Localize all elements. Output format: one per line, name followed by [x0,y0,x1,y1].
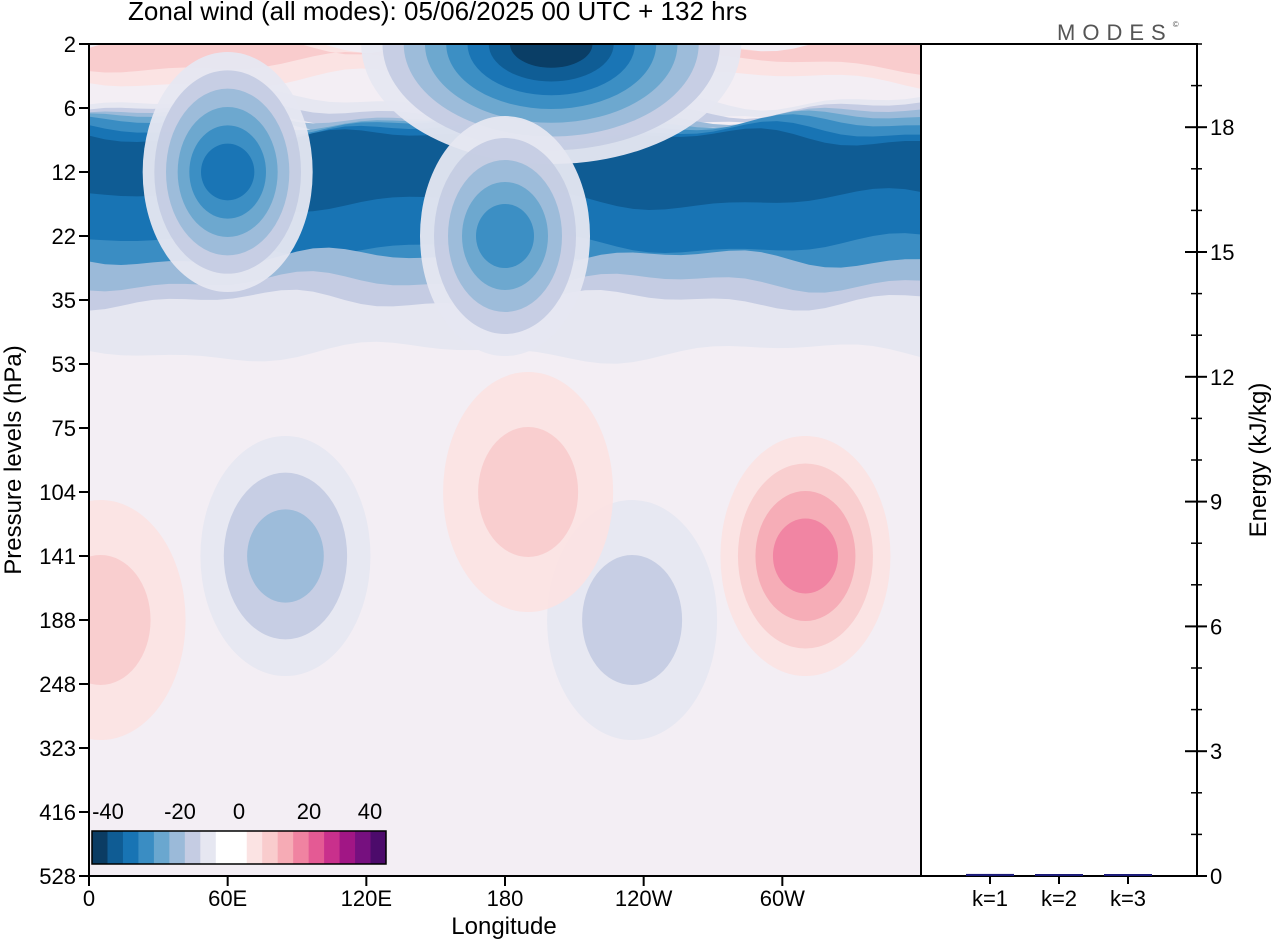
colorbar-swatch [370,831,387,864]
y-tick-label: 104 [39,480,76,505]
colorbar-swatch [122,831,139,864]
y-axis-title: Pressure levels (hPa) [0,345,27,574]
energy-tick-label: 15 [1210,240,1234,265]
colorbar-label: -40 [92,799,124,824]
y-tick-label: 248 [39,672,76,697]
energy-categories: k=1 k=2 k=3 [972,876,1146,911]
colorbar-swatch [153,831,170,864]
colorbar-swatch [324,831,341,864]
energy-tick-label: 0 [1210,864,1222,889]
energy-bar [1035,874,1083,876]
energy-category-label: k=3 [1110,886,1146,911]
colorbar-swatch [246,831,263,864]
wind-contour [509,44,593,68]
y-tick-label: 35 [52,288,76,313]
colorbar-swatch [355,831,372,864]
colorbar-swatch [293,831,310,864]
y-tick-label: 12 [52,160,76,185]
y-tick-label: 6 [64,96,76,121]
colorbar-label: 0 [233,799,245,824]
colorbar-swatch [107,831,124,864]
colorbar-swatch [215,831,232,864]
logo-copyright-mark: © [1172,20,1179,29]
colorbar-swatch [277,831,294,864]
y-tick-label: 323 [39,736,76,761]
wind-contour [476,204,534,268]
energy-category-label: k=2 [1041,886,1077,911]
colorbar-swatch [184,831,201,864]
y-tick-label: 2 [64,32,76,57]
x-tick-label: 120E [341,886,392,911]
energy-tick-label: 6 [1210,614,1222,639]
y-tick-label: 528 [39,864,76,889]
colorbar-swatch [92,831,108,864]
y-tick-label: 416 [39,800,76,825]
y-tick-label: 75 [52,416,76,441]
y-tick-label: 22 [52,224,76,249]
wind-contour [582,555,683,685]
longitude-axis: 0 60E 120E 180 120W 60W [83,876,805,911]
energy-tick-label: 12 [1210,365,1234,390]
wind-contour [478,427,579,557]
energy-tick-label: 9 [1210,490,1222,515]
wind-contour [247,509,324,603]
energy-frame [920,43,1198,877]
energy-tick-label: 3 [1210,739,1222,764]
y-tick-label: 141 [39,544,76,569]
colorbar-swatch [200,831,217,864]
energy-bars [966,873,1152,876]
y-tick-label: 53 [52,352,76,377]
wind-contour [201,143,255,201]
x-tick-label: 120W [615,886,673,911]
colorbar-swatch [262,831,279,864]
energy-bar [1104,874,1152,876]
logo-text: MODES [1057,20,1173,45]
heatmap-panel [88,43,922,877]
wind-contour [772,518,838,594]
wind-contour [89,555,151,685]
energy-panel: 0 3 6 9 12 15 18 k=1 k=2 k=3 [920,43,1234,911]
colorbar-label: -20 [164,799,196,824]
y-tick-label: 188 [39,608,76,633]
x-tick-label: 180 [487,886,524,911]
energy-axis-title: Energy (kJ/kg) [1245,383,1272,538]
colorbar-label: 40 [358,799,382,824]
colorbar-swatch [138,831,155,864]
colorbar: -40 -20 0 20 40 [91,799,387,865]
energy-axis: 0 3 6 9 12 15 18 [1185,43,1234,889]
x-axis-title: Longitude [451,913,556,940]
colorbar-frame [91,830,387,865]
colorbar-swatch [339,831,356,864]
x-tick-label: 0 [83,886,95,911]
wind-contour-features [89,44,891,740]
colorbar-label: 20 [297,799,321,824]
pressure-axis: 2 6 12 22 35 53 75 104 141 188 248 323 416 528 [39,32,89,889]
energy-bar [966,873,1014,876]
energy-category-label: k=1 [972,886,1008,911]
modes-logo: MODES© [1057,20,1179,46]
colorbar-swatch [231,831,248,864]
colorbar-swatch [169,831,186,864]
chart-title: Zonal wind (all modes): 05/06/2025 00 UT… [128,0,748,26]
energy-tick-label: 18 [1210,115,1234,140]
x-tick-label: 60E [208,886,247,911]
x-tick-label: 60W [760,886,805,911]
colorbar-swatch [308,831,325,864]
